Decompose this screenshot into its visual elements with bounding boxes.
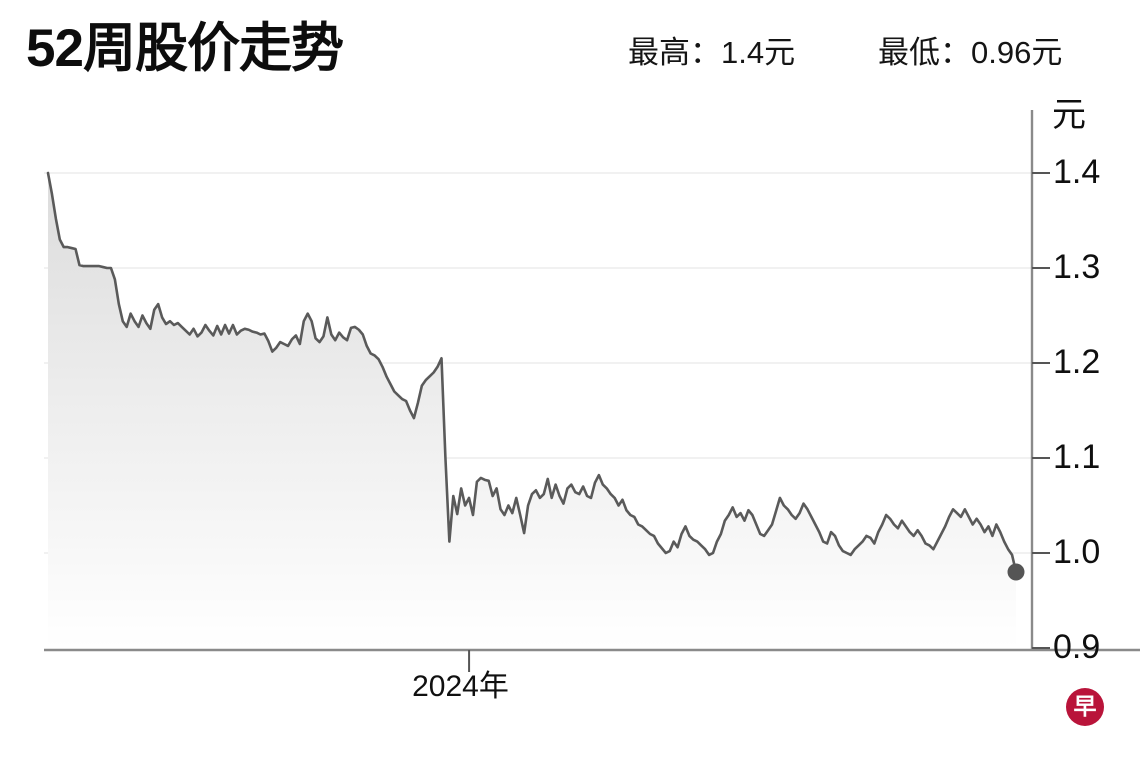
y-axis-label-1-3: 1.3 bbox=[1053, 248, 1101, 286]
price-line bbox=[46, 171, 1018, 574]
publisher-logo: 早 bbox=[1066, 688, 1104, 726]
price-area-fill bbox=[48, 173, 1016, 648]
stat-low-price: 最低：0.96元 bbox=[878, 35, 1063, 70]
y-axis-unit-label: 元 bbox=[1052, 96, 1086, 134]
y-axis-label-1-0: 1.0 bbox=[1053, 533, 1101, 571]
x-axis-label-2024: 2024年 bbox=[412, 670, 509, 703]
chart-axes bbox=[44, 110, 1140, 672]
stat-high-price: 最高：1.4元 bbox=[628, 35, 796, 70]
chart-header: 52周股价走势 最高：1.4元 最低：0.96元 bbox=[0, 0, 1140, 100]
last-price-marker bbox=[1007, 563, 1025, 581]
y-axis-ticks bbox=[1032, 172, 1050, 649]
page-title: 52周股价走势 bbox=[26, 19, 344, 78]
y-axis-label-1-2: 1.2 bbox=[1053, 343, 1101, 381]
y-axis-label-1-4: 1.4 bbox=[1053, 153, 1101, 191]
y-axis-label-1-1: 1.1 bbox=[1053, 438, 1101, 476]
y-axis-label-0-9: 0.9 bbox=[1053, 628, 1101, 666]
